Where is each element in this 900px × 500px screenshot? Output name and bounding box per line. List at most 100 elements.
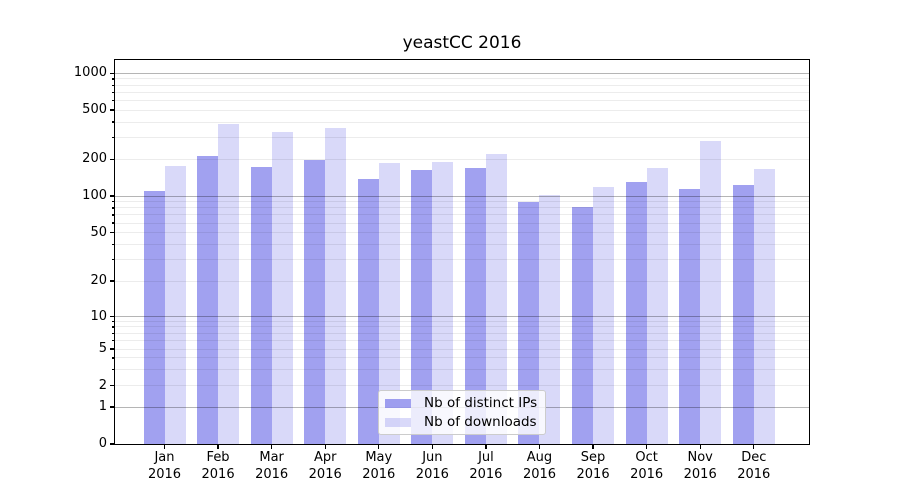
y-tick-label-500: 500 bbox=[82, 102, 107, 117]
x-tick-dec bbox=[753, 444, 755, 449]
legend-swatch-distinct-ips bbox=[385, 398, 411, 408]
bar-ips-sep bbox=[572, 206, 594, 444]
y-minor-tick-3 bbox=[111, 368, 115, 371]
y-tick-200 bbox=[109, 158, 115, 160]
y-minor-tick-4 bbox=[111, 357, 115, 359]
x-tick-label-dec: Dec 2016 bbox=[737, 450, 771, 482]
bar-ips-dec bbox=[732, 184, 754, 444]
x-tick-jul bbox=[485, 444, 487, 449]
gridline-major-1000 bbox=[115, 72, 809, 74]
bar-downloads-jan bbox=[164, 166, 186, 444]
y-minor-tick-8 bbox=[111, 326, 115, 328]
bar-ips-jan bbox=[143, 190, 165, 444]
bar-ips-feb bbox=[197, 155, 219, 444]
legend-item-downloads: Nb of downloads bbox=[385, 414, 539, 431]
chart-title: yeastCC 2016 bbox=[402, 33, 522, 53]
y-tick-label-200: 200 bbox=[82, 151, 107, 167]
y-tick-5 bbox=[109, 348, 115, 350]
y-minor-tick-6 bbox=[111, 339, 115, 342]
legend-swatch-downloads bbox=[385, 417, 411, 427]
x-tick-jun bbox=[431, 444, 434, 449]
bar-downloads-nov bbox=[700, 141, 722, 444]
x-tick-label-jul: Jul 2016 bbox=[469, 450, 503, 482]
legend-item-distinct-ips: Nb of distinct IPs bbox=[385, 395, 539, 412]
gridline-minor-400 bbox=[115, 121, 809, 123]
y-minor-tick-400 bbox=[111, 121, 115, 123]
x-tick-label-feb: Feb 2016 bbox=[201, 450, 235, 482]
x-tick-label-nov: Nov 2016 bbox=[683, 450, 717, 482]
x-tick-jan bbox=[163, 444, 166, 449]
y-tick-label-1000: 1000 bbox=[73, 65, 107, 81]
y-minor-tick-7 bbox=[111, 332, 115, 334]
y-tick-label-100: 100 bbox=[82, 188, 107, 203]
bar-ips-jul bbox=[464, 167, 486, 444]
x-tick-label-may: May 2016 bbox=[362, 450, 396, 482]
x-tick-label-sep: Sep 2016 bbox=[576, 450, 610, 482]
y-tick-label-50: 50 bbox=[90, 224, 107, 240]
y-minor-tick-600 bbox=[111, 99, 115, 102]
y-minor-tick-40 bbox=[111, 243, 115, 246]
y-tick-0 bbox=[109, 443, 115, 445]
bar-ips-aug bbox=[518, 201, 540, 444]
legend: Nb of distinct IPs Nb of downloads bbox=[378, 390, 546, 435]
x-tick-nov bbox=[699, 444, 701, 449]
bar-downloads-aug bbox=[539, 195, 561, 444]
bar-ips-mar bbox=[250, 167, 272, 444]
y-tick-10 bbox=[109, 315, 115, 318]
bar-downloads-mar bbox=[271, 131, 293, 444]
y-minor-tick-30 bbox=[111, 259, 115, 261]
x-tick-label-jan: Jan 2016 bbox=[147, 450, 182, 482]
x-tick-mar bbox=[271, 444, 273, 449]
y-tick-label-10: 10 bbox=[90, 308, 107, 324]
y-tick-20 bbox=[109, 280, 115, 282]
y-minor-tick-70 bbox=[111, 214, 115, 216]
x-tick-label-mar: Mar 2016 bbox=[255, 450, 289, 482]
y-tick-label-5: 5 bbox=[98, 341, 107, 356]
y-minor-tick-800 bbox=[111, 84, 115, 86]
gridline-minor-500 bbox=[115, 109, 809, 111]
x-tick-apr bbox=[324, 444, 326, 449]
bar-downloads-may bbox=[378, 163, 400, 444]
bar-ips-jun bbox=[411, 170, 433, 444]
y-tick-500 bbox=[109, 109, 115, 111]
y-tick-1 bbox=[109, 406, 115, 408]
y-minor-tick-60 bbox=[111, 222, 115, 224]
bar-downloads-sep bbox=[593, 187, 615, 444]
y-tick-50 bbox=[109, 232, 115, 234]
bar-downloads-oct bbox=[646, 167, 668, 444]
legend-label-downloads: Nb of downloads bbox=[424, 414, 537, 430]
legend-label-distinct-ips: Nb of distinct IPs bbox=[424, 395, 538, 411]
gridline-minor-900 bbox=[115, 78, 809, 80]
bar-ips-nov bbox=[679, 188, 701, 444]
x-tick-may bbox=[378, 444, 380, 449]
y-tick-label-1: 1 bbox=[98, 399, 107, 414]
bar-downloads-apr bbox=[325, 127, 347, 444]
bar-ips-apr bbox=[304, 160, 326, 444]
y-tick-100 bbox=[109, 195, 115, 197]
gridline-minor-600 bbox=[115, 99, 809, 101]
y-tick-label-2: 2 bbox=[98, 377, 107, 393]
bar-ips-oct bbox=[625, 182, 647, 444]
gridline-minor-700 bbox=[115, 91, 809, 93]
y-tick-label-0: 0 bbox=[98, 436, 107, 451]
x-tick-feb bbox=[217, 444, 219, 449]
x-tick-label-oct: Oct 2016 bbox=[630, 450, 664, 482]
x-tick-aug bbox=[538, 444, 541, 449]
x-tick-label-jun: Jun 2016 bbox=[415, 450, 449, 482]
bar-downloads-feb bbox=[218, 124, 240, 444]
gridline-minor-800 bbox=[115, 84, 809, 86]
bar-downloads-jun bbox=[432, 162, 454, 444]
y-tick-1000 bbox=[109, 72, 115, 74]
x-tick-oct bbox=[646, 444, 648, 449]
y-minor-tick-300 bbox=[111, 136, 115, 139]
y-minor-tick-90 bbox=[111, 200, 115, 203]
y-minor-tick-700 bbox=[111, 91, 115, 93]
y-tick-label-20: 20 bbox=[90, 273, 107, 288]
y-tick-2 bbox=[109, 384, 115, 387]
bar-downloads-jul bbox=[485, 153, 507, 444]
x-tick-sep bbox=[592, 444, 594, 449]
x-tick-label-apr: Apr 2016 bbox=[308, 450, 342, 482]
y-minor-tick-900 bbox=[111, 78, 115, 80]
bar-ips-may bbox=[357, 178, 379, 444]
